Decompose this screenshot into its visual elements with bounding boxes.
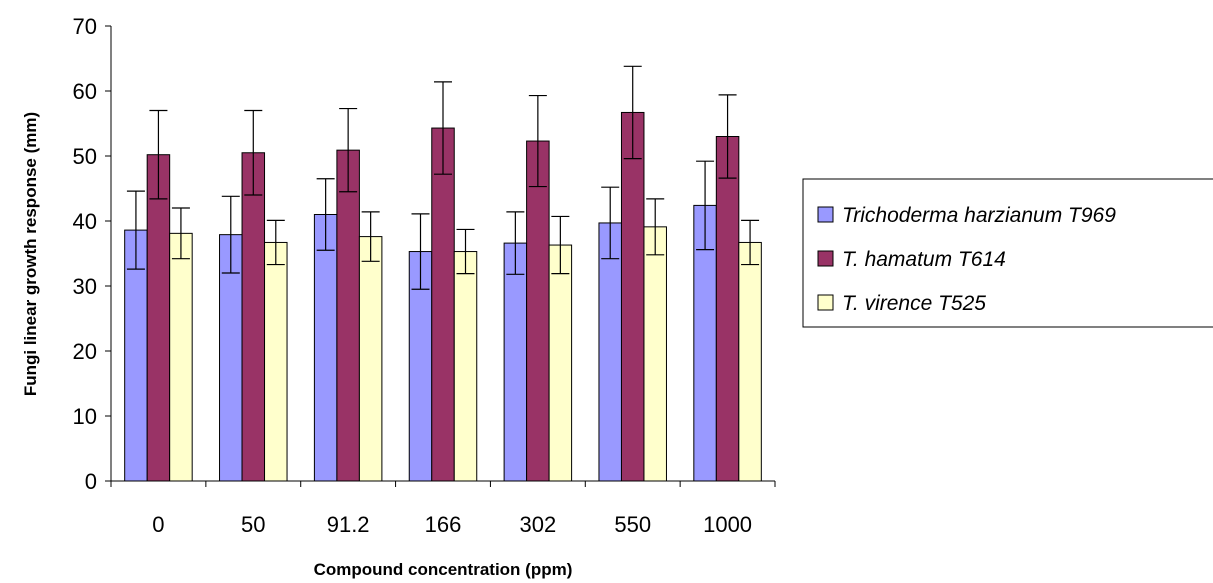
- y-axis-title: Fungi linear growth response (mm): [21, 112, 40, 396]
- legend: Trichoderma harzianum T969 T. hamatum T61…: [802, 178, 1213, 328]
- bar-2-1000: [715, 136, 740, 482]
- y-tick-label: 60: [73, 79, 97, 104]
- x-tick-label: 166: [425, 512, 462, 537]
- x-tick-label: 50: [241, 512, 265, 537]
- bars: [124, 111, 762, 482]
- bar-3-550: [643, 226, 667, 482]
- y-tick-label: 50: [73, 144, 97, 169]
- bar-3-166: [453, 251, 478, 482]
- y-tick-label: 40: [73, 209, 97, 234]
- bar-1-550: [598, 222, 622, 482]
- bar-3-91.2: [358, 236, 383, 482]
- y-tick-label: 10: [73, 404, 97, 429]
- bar-2-550: [620, 111, 645, 482]
- bar-3-0: [169, 232, 193, 482]
- x-tick-label: 0: [152, 512, 164, 537]
- error-bars: [126, 65, 760, 290]
- bar-3-1000: [738, 241, 762, 482]
- x-tick-label: 91.2: [327, 512, 370, 537]
- axes: [110, 26, 775, 482]
- legend-frame: [802, 178, 1213, 328]
- y-tick-label: 70: [73, 14, 97, 39]
- bar-2-91.2: [336, 149, 360, 482]
- bar-2-0: [146, 154, 171, 482]
- bar-2-302: [526, 140, 550, 482]
- x-tick-label: 302: [519, 512, 556, 537]
- y-tick-label: 0: [85, 469, 97, 494]
- legend-label-2: T. hamatum T614: [842, 248, 1006, 271]
- legend-swatch-2: [817, 250, 834, 267]
- y-ticks: 0 10 20 30 40 50 60 70: [73, 14, 111, 494]
- x-tick-label: 550: [614, 512, 651, 537]
- legend-label-3: T. virence T525: [842, 292, 986, 315]
- bar-3-302: [548, 244, 573, 482]
- y-tick-label: 30: [73, 274, 97, 299]
- x-ticks: 0 50 91.2 166 302 550 1000: [110, 481, 776, 537]
- legend-label-1: Trichoderma harzianum T969: [842, 204, 1116, 227]
- y-tick-label: 20: [73, 339, 97, 364]
- bar-2-166: [431, 127, 455, 482]
- bar-2-50: [241, 152, 266, 482]
- x-axis-title: Compound concentration (ppm): [314, 560, 573, 579]
- bar-1-91.2: [313, 214, 338, 482]
- x-tick-label: 1000: [703, 512, 752, 537]
- legend-swatch-3: [817, 294, 834, 311]
- bar-1-302: [503, 242, 528, 482]
- bar-3-50: [264, 241, 288, 482]
- legend-swatch-1: [817, 206, 834, 223]
